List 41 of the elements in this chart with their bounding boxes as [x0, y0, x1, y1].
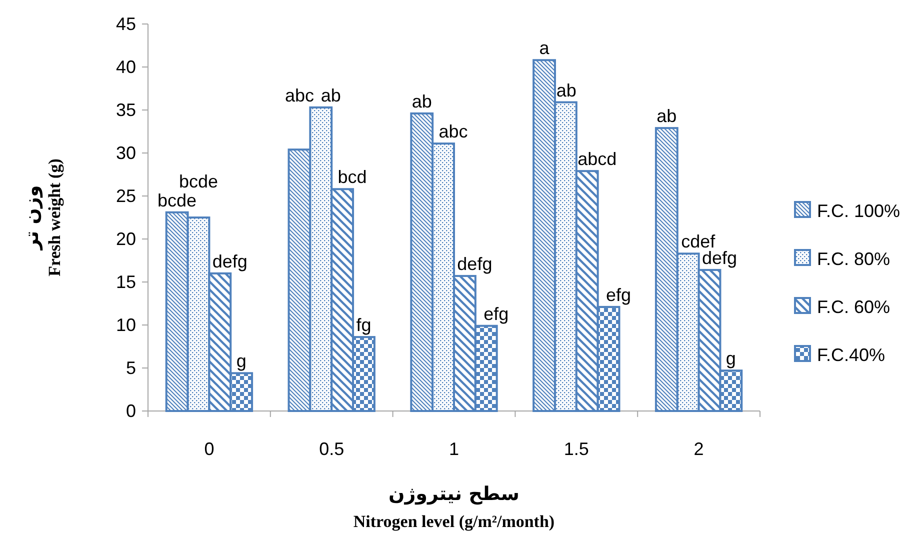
data-label: ab — [412, 91, 432, 112]
y-tick-label: 5 — [126, 358, 136, 378]
x-tick-label: 1 — [448, 439, 460, 459]
y-tick-label: 10 — [116, 315, 136, 335]
data-label: abc — [284, 86, 314, 106]
data-label: ab — [656, 106, 677, 126]
data-label: bcd — [338, 167, 367, 188]
legend-label: F.C. 100% — [817, 201, 900, 221]
data-label: bcde — [158, 190, 197, 210]
text: Fresh weight (g) — [45, 158, 64, 276]
x-tick-label: 0 — [204, 439, 214, 459]
text: سطح نیتروژن — [388, 483, 520, 505]
y-tick-label: 20 — [116, 229, 136, 249]
data-label: bcde — [178, 172, 218, 192]
data-label: defg — [457, 254, 492, 274]
y-tick-label: 25 — [116, 186, 136, 206]
x-tick-label: 1.5 — [564, 439, 589, 459]
y-tick-label: 40 — [116, 57, 136, 77]
y-tick-label: 0 — [126, 401, 136, 421]
data-label: g — [726, 348, 736, 369]
legend-label: F.C.40% — [817, 345, 886, 365]
data-label: ab — [320, 85, 341, 106]
y-tick-label: 15 — [116, 272, 136, 292]
text: وزن تر — [21, 185, 43, 250]
legend-label: F.C. 80% — [817, 249, 890, 269]
y-tick-label: 45 — [116, 14, 136, 34]
x-tick-label: 0.5 — [319, 439, 344, 459]
data-label: abcd — [578, 149, 617, 170]
data-label: a — [539, 38, 550, 58]
legend-label: F.C. 60% — [817, 297, 890, 317]
text: Nitrogen level (g/m²/month) — [353, 512, 555, 531]
x-tick-label: 2 — [694, 439, 704, 459]
data-label: fg — [356, 315, 372, 336]
data-label: efg — [484, 304, 509, 324]
data-label: defg — [212, 251, 248, 272]
data-label: g — [236, 351, 246, 372]
y-tick-label: 35 — [116, 100, 136, 120]
data-label: abc — [438, 122, 468, 142]
data-label: ab — [556, 80, 576, 100]
data-label: efg — [606, 284, 632, 305]
y-tick-label: 30 — [116, 143, 136, 163]
